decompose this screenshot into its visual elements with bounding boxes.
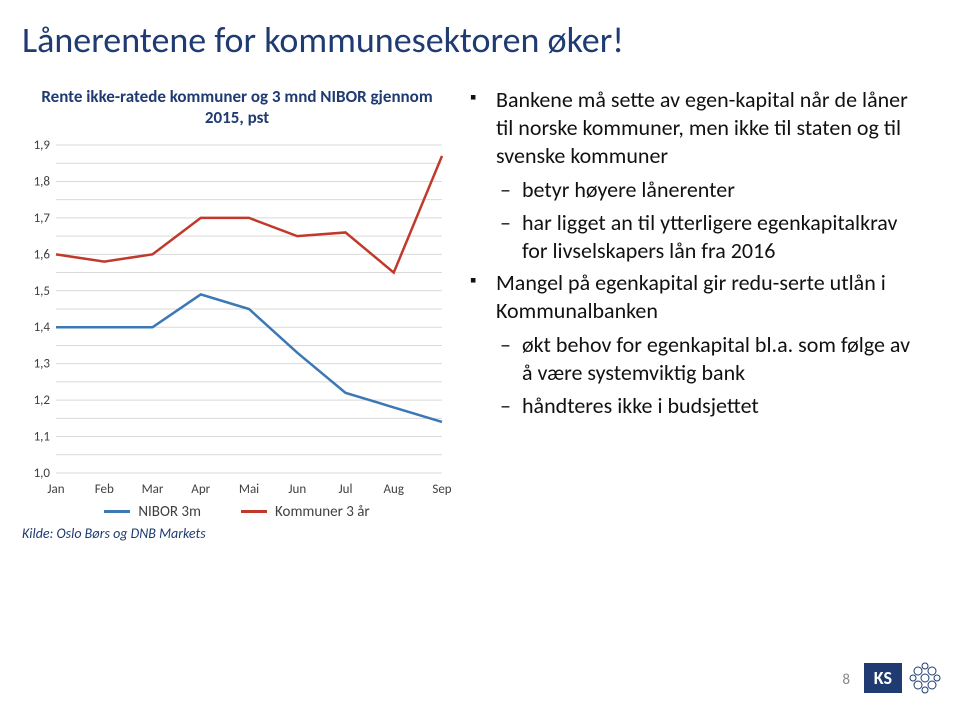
legend-item: Kommuner 3 år — [241, 503, 370, 521]
bullet-level2: håndteres ikke i budsjettet — [470, 392, 920, 420]
chart-source: Kilde: Oslo Børs og DNB Markets — [22, 525, 452, 542]
svg-text:1,2: 1,2 — [34, 393, 51, 408]
svg-text:Mar: Mar — [142, 482, 164, 497]
logo-ornament-icon — [908, 661, 942, 695]
svg-text:Feb: Feb — [95, 482, 114, 497]
svg-text:1,6: 1,6 — [34, 247, 51, 262]
chart-title: Rente ikke-ratede kommuner og 3 mnd NIBO… — [22, 86, 452, 129]
legend-label: NIBOR 3m — [138, 503, 201, 521]
svg-text:Aug: Aug — [384, 482, 404, 497]
svg-text:Mai: Mai — [239, 482, 259, 497]
bullet-level1: Mangel på egenkapital gir redu-serte utl… — [470, 269, 920, 325]
svg-text:1,8: 1,8 — [34, 174, 51, 189]
logo: KS — [864, 661, 942, 695]
svg-text:1,5: 1,5 — [34, 283, 50, 298]
chart-svg: 1,0 1,1 1,2 1,3 1,4 1,5 1,6 1,7 1,8 1,9 Jan Feb Mar A… — [22, 139, 452, 499]
line-chart: 1,0 1,1 1,2 1,3 1,4 1,5 1,6 1,7 1,8 1,9 Jan Feb Mar A… — [22, 139, 452, 499]
legend-swatch — [241, 510, 267, 513]
svg-text:1,7: 1,7 — [34, 210, 51, 225]
svg-text:1,3: 1,3 — [34, 356, 51, 371]
chart-column: Rente ikke-ratede kommuner og 3 mnd NIBO… — [22, 86, 452, 542]
svg-text:1,0: 1,0 — [34, 466, 51, 481]
svg-text:1,9: 1,9 — [34, 139, 51, 153]
logo-text: KS — [864, 663, 902, 693]
bullet-list: Bankene må sette av egen-kapital når de … — [470, 86, 920, 542]
legend-label: Kommuner 3 år — [275, 503, 370, 521]
svg-text:1,1: 1,1 — [34, 429, 50, 444]
slide-title: Lånerentene for kommunesektoren øker! — [0, 0, 960, 62]
chart-legend: NIBOR 3m Kommuner 3 år — [22, 503, 452, 521]
bullet-level2: økt behov for egenkapital bl.a. som følg… — [470, 331, 920, 387]
bullet-level2: har ligget an til ytterligere egenkapita… — [470, 209, 920, 265]
page-number: 8 — [842, 671, 850, 689]
content-row: Rente ikke-ratede kommuner og 3 mnd NIBO… — [0, 62, 960, 542]
bullet-level1: Bankene må sette av egen-kapital når de … — [470, 86, 920, 170]
svg-text:Jan: Jan — [47, 482, 64, 497]
svg-text:Jul: Jul — [339, 482, 353, 497]
svg-text:1,4: 1,4 — [34, 320, 51, 335]
svg-text:Jun: Jun — [288, 482, 306, 497]
bullet-level2: betyr høyere lånerenter — [470, 176, 920, 204]
svg-text:Apr: Apr — [191, 482, 210, 497]
legend-item: NIBOR 3m — [104, 503, 201, 521]
svg-text:Sep: Sep — [432, 482, 451, 497]
legend-swatch — [104, 510, 130, 513]
